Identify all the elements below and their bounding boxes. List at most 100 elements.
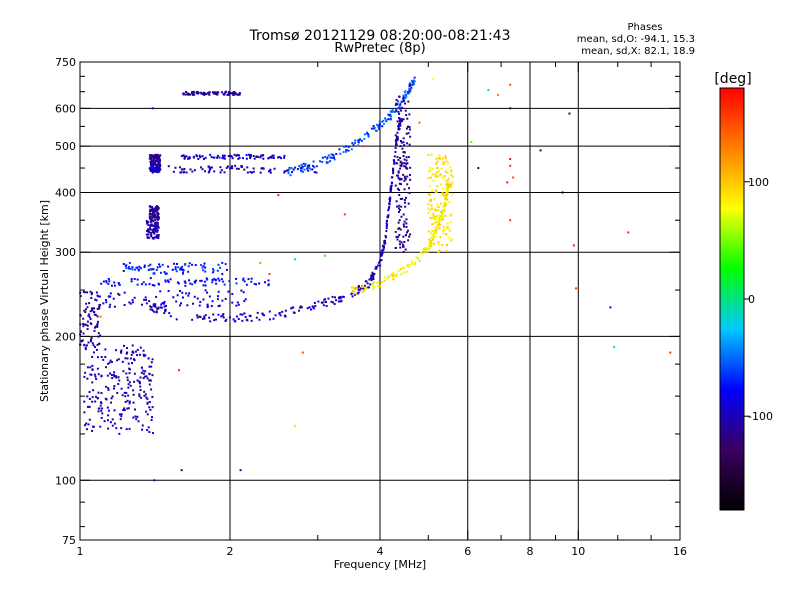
data-point [106,374,109,377]
data-point [154,221,157,224]
data-point [259,261,262,264]
data-point [115,376,118,379]
data-point [384,234,387,237]
data-point [444,187,447,190]
data-point [399,160,402,163]
data-point [509,164,512,167]
data-point [153,479,156,482]
data-point [195,279,198,282]
data-point [300,306,303,309]
data-point [437,223,440,226]
data-point [441,163,444,166]
data-point [443,195,446,198]
data-point [123,291,126,294]
data-point [397,177,400,180]
data-point [405,226,408,229]
data-point [109,359,112,362]
data-point [175,300,178,303]
data-point [201,266,204,269]
data-point [148,431,151,434]
data-point [109,303,112,306]
data-point [431,167,434,170]
data-point [159,154,162,157]
data-point [396,120,399,123]
data-point [88,302,91,305]
data-point [235,315,238,318]
data-point [575,287,578,290]
data-point [156,307,159,310]
data-point [261,312,264,315]
data-point [310,308,313,311]
data-point [434,218,437,221]
data-point [432,213,435,216]
data-point [433,242,436,245]
data-point [96,343,99,346]
data-point [441,192,444,195]
data-point [359,287,362,290]
data-point [144,393,147,396]
data-point [387,209,390,212]
data-point [152,224,155,227]
data-point [146,401,149,404]
data-point [208,165,211,168]
data-point [216,298,219,301]
data-point [132,358,135,361]
data-point [187,270,190,273]
data-point [237,303,240,306]
data-point [146,429,149,432]
data-point [174,166,177,169]
data-point [351,291,354,294]
data-point [152,304,155,307]
data-point [397,269,400,272]
data-point [218,279,221,282]
data-point [113,374,116,377]
data-point [440,210,443,213]
data-point [434,216,437,219]
data-point [133,380,136,383]
data-point [403,162,406,165]
data-point [122,269,125,272]
data-point [300,163,303,166]
data-point [400,119,403,122]
data-point [280,157,283,160]
data-point [179,289,182,292]
data-point [231,293,234,296]
data-point [199,279,202,282]
data-point [146,221,149,224]
data-point [289,174,292,177]
data-point [442,229,445,232]
data-point [392,168,395,171]
x-tick-label: 6 [464,545,471,558]
data-point [151,159,154,162]
data-point [214,91,217,94]
data-point [100,356,103,359]
data-point [160,303,163,306]
data-point [450,173,453,176]
data-point [165,272,168,275]
data-point [95,378,98,381]
data-point [97,373,100,376]
data-point [189,168,192,171]
data-point [84,371,87,374]
data-point [404,248,407,251]
data-point [126,407,129,410]
data-point [148,217,151,220]
data-point [145,230,148,233]
data-point [223,171,226,174]
data-point [113,385,116,388]
data-point [191,263,194,266]
data-point [89,366,92,369]
data-point [436,171,439,174]
data-point [241,278,244,281]
data-point [149,218,152,221]
data-point [163,312,166,315]
data-point [142,369,145,372]
data-point [124,400,127,403]
data-point [407,156,410,159]
data-point [434,175,437,178]
data-point [268,318,271,321]
data-point [263,281,266,284]
data-point [203,315,206,318]
data-point [253,157,256,160]
data-point [392,172,395,175]
